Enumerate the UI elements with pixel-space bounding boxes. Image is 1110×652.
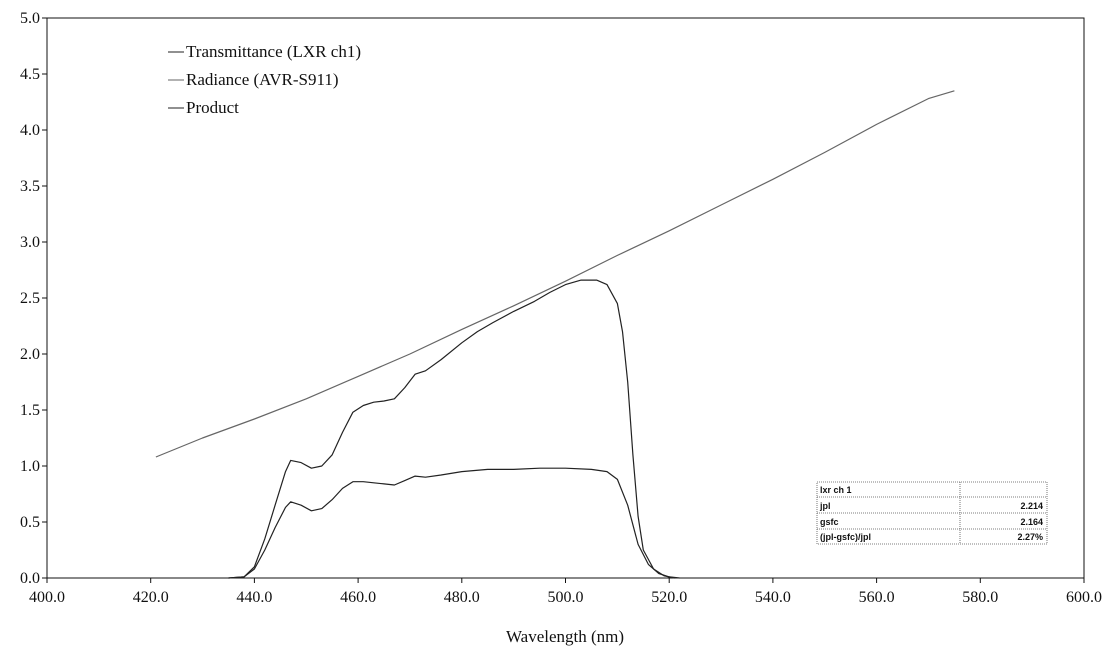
- y-tick-label: 3.0: [20, 234, 40, 251]
- y-tick-label: 4.5: [20, 66, 40, 83]
- inset-table-label: (jpl-gsfc)/jpl: [820, 532, 871, 542]
- x-tick-label: 400.0: [29, 589, 65, 606]
- x-tick-label: 580.0: [962, 589, 998, 606]
- inset-table: lxr ch 1 jpl 2.214 gsfc 2.164 (jpl-gsfc)…: [816, 481, 1048, 545]
- x-tick-label: 500.0: [548, 589, 584, 606]
- inset-table-label: jpl: [819, 501, 831, 511]
- legend-label-transmittance: Transmittance (LXR ch1): [186, 42, 361, 61]
- x-axis-title: Wavelength (nm): [506, 627, 624, 646]
- x-tick-label: 560.0: [859, 589, 895, 606]
- series-line-product: [228, 279, 675, 579]
- legend-label-radiance: Radiance (AVR-S911): [186, 70, 339, 89]
- x-tick-label: 600.0: [1066, 589, 1102, 606]
- y-tick-label: 0.5: [20, 514, 40, 531]
- inset-table-label: gsfc: [820, 517, 839, 527]
- y-tick-label: 3.5: [20, 178, 40, 195]
- inset-table-title: lxr ch 1: [820, 485, 852, 495]
- y-tick-label: 1.5: [20, 402, 40, 419]
- legend-label-product: Product: [186, 98, 239, 117]
- y-tick-label: 2.0: [20, 346, 40, 363]
- y-axis: 0.0 0.5 1.0 1.5 2.0 2.5 3.0 3.5 4.0 4.5 5.0: [20, 10, 47, 587]
- inset-table-value: 2.164: [1020, 517, 1043, 527]
- x-tick-label: 440.0: [236, 589, 272, 606]
- x-tick-label: 540.0: [755, 589, 791, 606]
- x-tick-label: 520.0: [651, 589, 687, 606]
- series-line-radiance: [155, 90, 955, 458]
- legend: Transmittance (LXR ch1) Radiance (AVR-S9…: [168, 42, 361, 117]
- x-tick-label: 460.0: [340, 589, 376, 606]
- inset-table-value: 2.214: [1020, 501, 1043, 511]
- y-tick-label: 2.5: [20, 290, 40, 307]
- x-tick-label: 480.0: [444, 589, 480, 606]
- y-tick-label: 5.0: [20, 10, 40, 27]
- inset-table-value: 2.27%: [1017, 532, 1043, 542]
- series-line-transmittance: [228, 467, 680, 579]
- series-layer: [155, 90, 955, 579]
- y-tick-label: 0.0: [20, 570, 40, 587]
- x-axis: 400.0 420.0 440.0 460.0 480.0 500.0 520.0 540.0…: [29, 578, 1102, 606]
- y-tick-label: 4.0: [20, 122, 40, 139]
- y-tick-label: 1.0: [20, 458, 40, 475]
- x-tick-label: 420.0: [133, 589, 169, 606]
